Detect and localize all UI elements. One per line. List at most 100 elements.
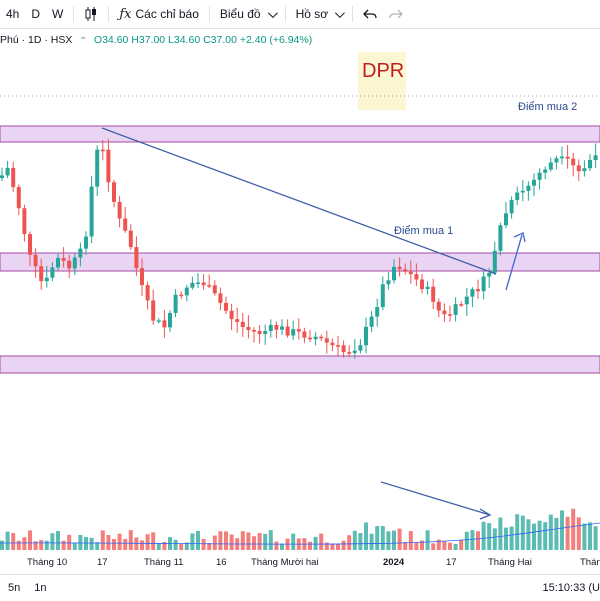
redo-button[interactable]	[383, 8, 409, 20]
volume-bar	[100, 530, 105, 550]
candle-body	[117, 201, 122, 219]
volume-bar	[582, 523, 587, 550]
candle-body	[280, 326, 284, 330]
candle-body	[162, 320, 167, 328]
candle-body	[453, 304, 458, 315]
interval-4h-label: 4h	[6, 7, 20, 21]
volume-bar	[246, 532, 251, 550]
volume-bar	[436, 539, 441, 550]
volume-bar	[571, 508, 576, 550]
volume-bar	[576, 517, 581, 550]
range-1n-button[interactable]: 1n	[34, 582, 47, 594]
candle-body	[179, 294, 184, 297]
candle-body	[548, 162, 553, 170]
candle-body	[526, 185, 531, 191]
interval-4h-button[interactable]: 4h	[0, 7, 25, 21]
volume-bar	[459, 539, 464, 550]
candle-body	[28, 234, 32, 255]
candle-body	[431, 286, 436, 302]
resistance-zone[interactable]	[0, 125, 600, 143]
interval-w-button[interactable]: W	[46, 7, 69, 21]
support-zone[interactable]	[0, 355, 600, 374]
volume-bar	[151, 532, 156, 550]
volume-bar	[470, 530, 475, 550]
candle-body	[459, 304, 464, 306]
volume-bar	[386, 531, 391, 550]
symbol-title[interactable]: Phú · 1D · HSX	[0, 34, 73, 46]
candle-body	[554, 158, 559, 163]
trend-line[interactable]	[101, 127, 497, 275]
candle-body	[403, 269, 408, 272]
x-tick-label: Tháng Mười hai	[251, 557, 319, 568]
candle-body	[442, 310, 447, 315]
up-arrow-icon[interactable]	[505, 232, 526, 291]
x-tick-label: 16	[216, 557, 227, 568]
candle-body	[302, 331, 307, 338]
volume-bar	[414, 542, 419, 550]
volume-bar	[128, 530, 133, 550]
volume-bar	[56, 531, 60, 550]
candle-body	[364, 326, 368, 346]
candle-body	[498, 225, 503, 251]
candles-group	[0, 139, 598, 359]
candle-body	[560, 156, 564, 159]
candle-body	[190, 282, 195, 288]
candle-body	[224, 302, 228, 311]
volume-bar	[352, 530, 357, 550]
volume-bar	[593, 526, 598, 550]
volume-bar	[369, 533, 374, 550]
volume-bar	[173, 539, 178, 550]
volume-bar	[207, 543, 212, 550]
candle-body	[274, 324, 279, 330]
candle-body	[123, 218, 128, 231]
candle-body	[285, 326, 290, 336]
volume-bar	[453, 543, 458, 550]
candle-body	[375, 307, 380, 317]
volume-bar	[492, 528, 497, 550]
candle-body	[196, 282, 200, 285]
volume-bar	[481, 521, 486, 550]
volume-bar	[375, 526, 380, 550]
x-tick-label: 17	[97, 557, 108, 568]
candle-body	[408, 271, 413, 275]
candle-body	[593, 155, 598, 160]
candle-body	[504, 213, 508, 226]
candle-body	[156, 320, 161, 322]
volume-bar	[588, 522, 592, 550]
candlestick-type-button[interactable]	[78, 6, 104, 22]
volume-bar	[464, 531, 469, 550]
volume-bar	[324, 542, 329, 550]
x-tick-label: 17	[446, 557, 457, 568]
chart-type-menu-button[interactable]: Biểu đồ	[214, 7, 281, 21]
collapse-icon[interactable]: ⁼	[80, 34, 86, 46]
clock-time: 15:10:33 (U	[542, 582, 600, 594]
candle-body	[425, 286, 430, 290]
candle-body	[324, 338, 329, 343]
x-tick-label: Tháng 11	[144, 557, 183, 568]
volume-group	[0, 508, 600, 550]
candle-body	[386, 280, 391, 285]
undo-button[interactable]	[357, 8, 383, 20]
volume-bar	[252, 536, 256, 550]
candle-body	[436, 301, 441, 311]
volume-bar	[308, 541, 312, 550]
indicators-button[interactable]: ƒx Các chỉ báo	[113, 7, 205, 22]
candle-body	[330, 342, 335, 346]
interval-d-button[interactable]: D	[25, 7, 46, 21]
volume-arrow-icon[interactable]	[380, 481, 492, 520]
candle-body	[420, 279, 424, 290]
candle-body	[22, 208, 27, 235]
candle-body	[67, 260, 72, 269]
volume-bar	[240, 531, 245, 550]
profile-menu-button[interactable]: Hồ sơ	[290, 7, 349, 21]
candle-body	[268, 324, 273, 332]
candle-body	[56, 257, 60, 268]
candle-body	[240, 321, 245, 327]
volume-bar	[520, 515, 525, 550]
volume-bar	[565, 516, 570, 550]
middle-zone[interactable]	[0, 252, 600, 272]
range-5n-button[interactable]: 5n	[8, 582, 21, 594]
price-chart[interactable]: Điểm mua 1 Điểm mua 2 Tháng 10 17 Tháng …	[0, 28, 600, 580]
volume-bar	[347, 535, 352, 550]
candle-body	[168, 312, 172, 328]
